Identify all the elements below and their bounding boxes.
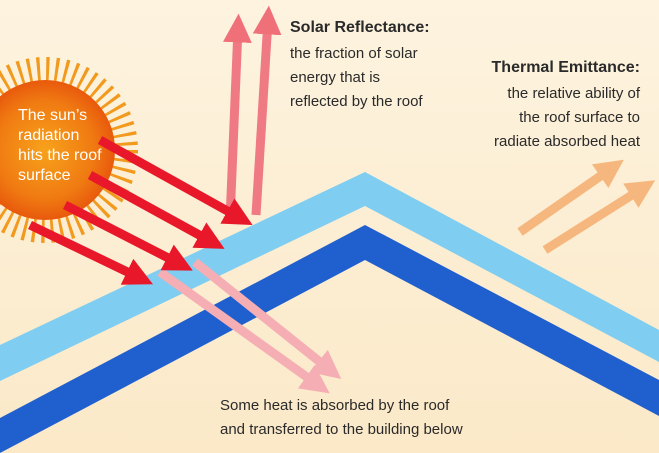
reflectance-text: the fraction of solar xyxy=(290,45,418,62)
emittance-text: radiate absorbed heat xyxy=(494,133,641,150)
sun-text: surface xyxy=(18,167,71,184)
page: The sun’s radiation hits the roof surfac… xyxy=(0,0,659,453)
emittance-title: Thermal Emittance: xyxy=(492,59,640,76)
reflectance-title: Solar Reflectance: xyxy=(290,19,430,36)
emittance-text: the relative ability of xyxy=(507,85,640,102)
emittance-text: the roof surface to xyxy=(519,109,640,126)
sun-text: The sun’s xyxy=(18,107,87,124)
sun-text: hits the roof xyxy=(18,147,102,164)
reflectance-text: reflected by the roof xyxy=(290,93,423,110)
absorbed-text: Some heat is absorbed by the roof xyxy=(220,397,450,414)
diagram: The sun’s radiation hits the roof surfac… xyxy=(0,0,659,453)
sun-text: radiation xyxy=(18,127,79,144)
absorbed-text: and transferred to the building below xyxy=(220,421,463,438)
reflectance-text: energy that is xyxy=(290,69,380,86)
